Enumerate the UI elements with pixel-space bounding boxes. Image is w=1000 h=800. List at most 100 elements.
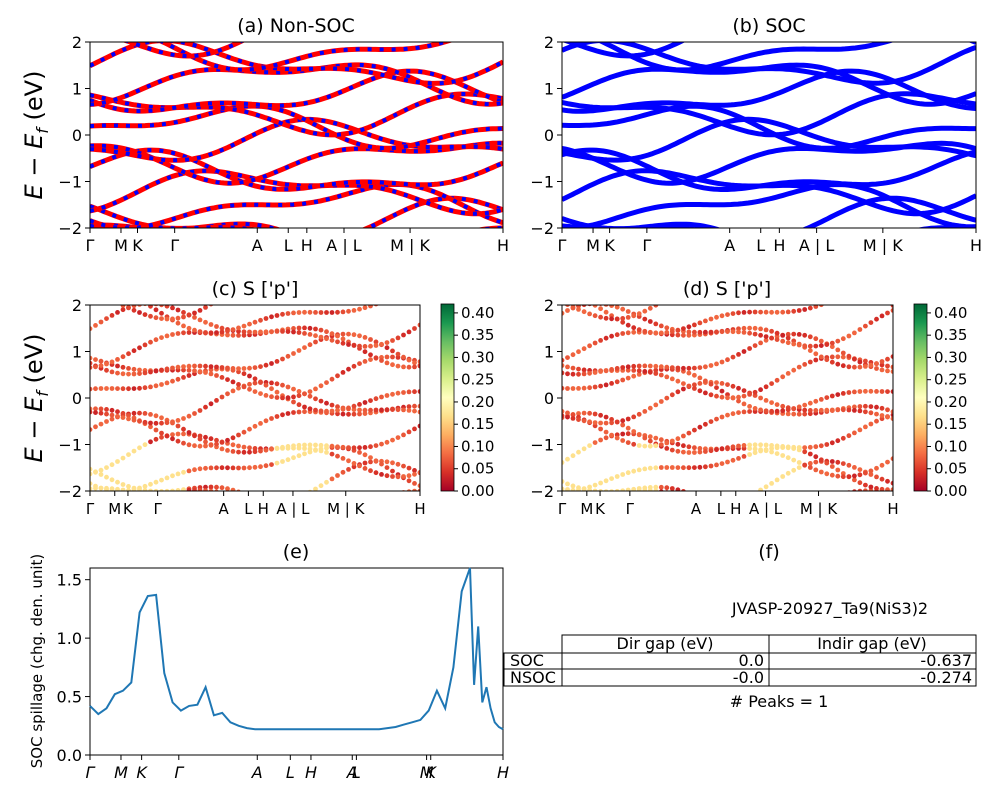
projection-point <box>374 287 379 292</box>
projection-point <box>390 474 395 479</box>
projection-point <box>846 407 852 413</box>
projection-point <box>417 483 420 489</box>
projection-point <box>274 359 280 364</box>
projection-point <box>302 451 307 457</box>
y-tick-label: 2 <box>544 33 554 52</box>
projection-point <box>296 409 302 415</box>
projection-point <box>313 522 318 527</box>
projection-point <box>115 479 120 485</box>
projection-point <box>340 336 346 342</box>
projection-point <box>818 338 824 344</box>
projection-point <box>890 305 893 308</box>
projection-point <box>291 455 296 461</box>
projection-point <box>285 329 291 334</box>
projection-point <box>406 389 412 395</box>
projection-point <box>302 446 307 451</box>
projection-point <box>609 476 614 481</box>
projection-point <box>620 377 626 383</box>
projection-point <box>225 377 230 382</box>
projection-point <box>570 488 576 491</box>
projection-point <box>153 488 159 491</box>
colorbar-tick-label: 0.35 <box>934 326 967 344</box>
projection-point <box>373 470 379 476</box>
projection-point <box>401 354 406 360</box>
projection-point <box>241 323 247 329</box>
projection-point <box>769 381 774 386</box>
projection-point <box>384 465 390 470</box>
projection-point <box>775 521 780 526</box>
projection-point <box>725 312 730 317</box>
projection-point <box>857 472 863 478</box>
projection-point <box>406 478 412 484</box>
band-line <box>562 195 976 228</box>
projection-point <box>318 442 324 448</box>
projection-point <box>148 424 153 430</box>
projection-point <box>324 479 329 485</box>
projection-point <box>159 477 164 483</box>
projection-point <box>406 429 412 435</box>
projection-point <box>225 486 230 491</box>
projection-point <box>763 327 769 333</box>
projection-point <box>340 370 346 375</box>
projection-point <box>647 369 653 375</box>
colorbar-tick-label: 0.05 <box>934 460 967 478</box>
projection-point <box>879 389 885 394</box>
projection-point <box>620 365 626 370</box>
projection-point <box>318 327 324 333</box>
projection-point <box>90 326 93 332</box>
projection-point <box>857 488 863 491</box>
projection-point <box>697 449 703 455</box>
x-tick-label: Γ <box>153 500 162 518</box>
projection-point <box>598 383 603 389</box>
projection-point <box>219 485 225 491</box>
projection-point <box>99 289 104 294</box>
projection-point <box>658 399 664 404</box>
projection-point <box>686 465 692 471</box>
panel-d-yticks: 2 1 0 −1 −2 <box>530 296 562 501</box>
projection-point <box>835 361 841 367</box>
projection-point <box>885 478 890 484</box>
projection-point <box>252 319 258 325</box>
projection-point <box>686 444 692 450</box>
projection-point <box>675 441 681 447</box>
projection-point <box>829 359 835 365</box>
projection-point <box>351 343 357 348</box>
band-line-dash <box>90 168 503 216</box>
x-tick-label: K <box>425 763 437 782</box>
projection-point <box>647 438 653 444</box>
projection-point <box>835 354 841 360</box>
projection-point <box>736 456 741 461</box>
y-tick-label: 1 <box>544 343 554 362</box>
projection-point <box>302 442 307 448</box>
projection-point <box>785 331 791 337</box>
projection-point <box>219 329 225 335</box>
projection-point <box>885 356 890 362</box>
projection-point <box>890 369 893 374</box>
projection-point <box>247 494 252 499</box>
projection-point <box>159 316 164 321</box>
x-tick-label: K <box>136 763 148 782</box>
projection-point <box>659 299 664 304</box>
projection-point <box>840 407 846 413</box>
projection-point <box>769 408 774 414</box>
projection-point <box>241 371 247 377</box>
projection-point <box>675 487 681 491</box>
band-line <box>157 42 454 73</box>
x-tick-label: L <box>352 763 361 782</box>
projection-point <box>852 465 857 470</box>
projection-point <box>258 329 263 335</box>
projection-point <box>285 311 291 316</box>
projection-point <box>857 327 863 332</box>
projection-point <box>863 424 868 430</box>
x-tick-label: M | K <box>327 500 366 518</box>
colorbar-tick-label: 0.10 <box>934 437 967 455</box>
projection-point <box>763 408 769 414</box>
projection-point <box>186 363 192 369</box>
projection-point <box>852 289 857 294</box>
projection-point <box>802 411 808 417</box>
projection-point <box>852 430 857 436</box>
colorbar-c <box>440 303 455 492</box>
projection-point <box>863 488 868 491</box>
projection-point <box>324 522 329 527</box>
